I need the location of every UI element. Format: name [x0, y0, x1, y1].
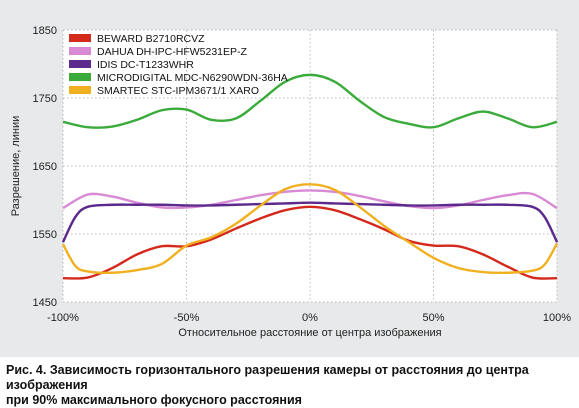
y-tick-label: 1450	[33, 297, 57, 309]
y-tick-label: 1750	[33, 93, 57, 105]
y-tick-label: 1650	[33, 161, 57, 173]
series-line-3	[61, 201, 559, 243]
legend-swatch-4	[69, 73, 91, 81]
series-line-1	[62, 205, 558, 280]
y-tick-label: 1550	[33, 229, 57, 241]
legend-swatch-1	[69, 34, 91, 42]
x-tick-label: 100%	[543, 312, 571, 324]
legend-swatch-5	[69, 86, 91, 94]
legend-swatch-3	[69, 60, 91, 68]
series-line-4	[62, 73, 558, 129]
caption-line-2: при 90% максимального фокусного расстоян…	[6, 393, 302, 407]
x-tick-label: -100%	[47, 312, 79, 324]
figure-caption: Рис. 4. Зависимость горизонтального разр…	[6, 363, 574, 408]
legend-label-5: SMARTEC STC-IPM3671/1 XARO	[97, 85, 259, 97]
legend-label-2: DAHUA DH-IPC-HFW5231EP-Z	[97, 46, 248, 58]
legend-label-3: IDIS DC-T1233WHR	[97, 59, 194, 71]
legend-label-1: BEWARD B2710RCVZ	[97, 33, 205, 45]
plot-panel: 1450 1550 1650 1750 1850 -100% -50% 0% 50% 100% …	[0, 0, 579, 357]
legend-swatch-2	[69, 47, 91, 55]
series-lines	[61, 73, 559, 280]
x-axis-label: Относительное расстояние от центра изобр…	[178, 327, 441, 339]
series-line-5	[61, 183, 559, 275]
x-tick-label: 0%	[302, 312, 318, 324]
x-axis-ticks: -100% -50% 0% 50% 100%	[47, 312, 571, 324]
y-tick-label: 1850	[33, 25, 57, 37]
x-tick-label: -50%	[174, 312, 200, 324]
caption-line-1: Рис. 4. Зависимость горизонтального разр…	[6, 363, 529, 392]
legend-label-4: MICRODIGITAL MDC-N6290WDN-36HA	[97, 72, 288, 84]
y-axis-label: Разрешение, линии	[10, 116, 22, 217]
y-axis-ticks: 1450 1550 1650 1750 1850	[33, 25, 57, 309]
x-tick-label: 50%	[422, 312, 444, 324]
